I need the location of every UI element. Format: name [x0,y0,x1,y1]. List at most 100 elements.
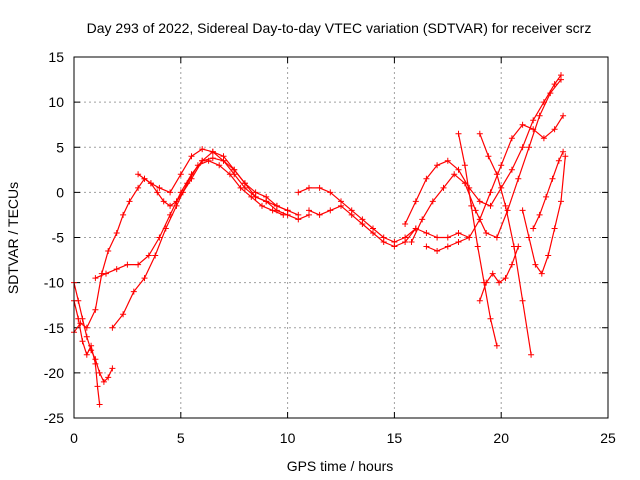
data-point-marker [519,207,526,214]
data-point-marker [179,189,186,196]
data-point-marker [502,275,509,282]
data-point-marker [306,184,312,191]
series-arc-16 [530,148,567,232]
x-tick-label: 15 [387,430,403,446]
data-point-marker [359,221,366,227]
data-point-marker [489,270,496,277]
series-line [308,205,470,248]
data-point-marker [558,198,564,205]
data-point-marker [92,306,99,313]
data-point-marker [434,248,441,254]
data-point-marker [515,175,522,182]
data-point-marker [545,252,552,259]
data-point-marker [455,230,462,236]
data-point-marker [530,225,537,232]
data-point-marker [532,261,539,268]
data-point-marker [327,207,334,214]
data-point-marker [419,216,426,223]
data-point-marker [135,184,142,191]
y-tick-label: -10 [44,275,64,291]
data-point-marker [483,230,490,236]
data-point-marker [269,207,276,214]
data-point-marker [530,126,537,133]
data-point-marker [141,175,148,182]
data-point-marker [156,184,163,191]
data-point-marker [502,202,509,209]
data-point-marker [92,275,99,282]
data-point-marker [440,184,447,191]
series-arc-11 [423,112,567,254]
data-point-marker [468,202,475,209]
y-tick-label: -15 [44,320,64,336]
data-point-marker [248,193,255,200]
series-arc-10 [408,76,564,245]
data-point-marker [94,383,101,390]
series-line [404,74,562,225]
data-point-marker [152,252,159,259]
y-tick-label: -20 [44,365,64,381]
data-point-marker [216,162,223,169]
data-point-marker [263,193,270,200]
series-line [522,156,566,275]
data-point-marker [444,157,451,164]
data-point-marker [476,216,483,223]
series-arc-4 [135,148,291,214]
data-point-marker [558,76,564,83]
data-point-marker [338,202,344,209]
x-axis-title: GPS time / hours [287,458,394,474]
data-point-marker [209,155,216,162]
data-point-marker [519,144,526,151]
data-point-marker [536,112,543,119]
x-tick-label: 0 [70,430,78,446]
series-layer [71,72,569,408]
data-point-marker [483,279,490,286]
y-tick-label: -5 [52,230,65,246]
data-point-marker [519,121,526,128]
y-axis-title: SDTVAR / TECUs [5,182,21,294]
data-point-marker [105,248,112,254]
data-point-marker [549,175,556,182]
y-tick-label: 0 [56,184,64,200]
series-arc-15 [519,153,569,277]
data-point-marker [472,207,479,214]
data-point-marker [135,171,142,178]
data-point-marker [156,234,163,241]
data-point-marker [162,225,169,232]
data-point-marker [412,198,419,205]
data-point-marker [252,189,259,196]
data-point-marker [461,162,468,169]
data-point-marker [528,351,535,358]
x-tick-label: 20 [493,430,509,446]
series-arc-14 [476,243,522,304]
data-point-marker [154,189,161,196]
data-point-marker [451,171,458,178]
data-point-marker [444,234,451,241]
data-point-marker [508,261,515,268]
data-point-marker [135,261,142,268]
data-point-marker [188,153,195,160]
data-point-marker [493,234,500,241]
data-point-marker [167,202,174,209]
data-point-marker [79,338,86,345]
data-point-marker [316,211,323,218]
data-point-marker [530,117,537,124]
data-point-marker [103,270,109,277]
series-line [426,115,564,252]
data-point-marker [75,315,82,322]
data-point-marker [474,243,481,250]
data-point-marker [402,221,409,227]
data-point-marker [493,171,500,178]
data-point-marker [461,180,468,187]
data-point-marker [434,162,441,169]
data-point-marker [188,175,195,182]
data-point-marker [508,166,515,173]
data-point-marker [455,166,462,173]
data-point-marker [109,365,116,372]
data-point-marker [124,261,131,268]
data-point-marker [476,198,483,205]
data-point-marker [126,198,133,205]
data-point-marker [391,243,398,250]
data-point-marker [77,320,84,327]
data-point-marker [423,243,430,250]
